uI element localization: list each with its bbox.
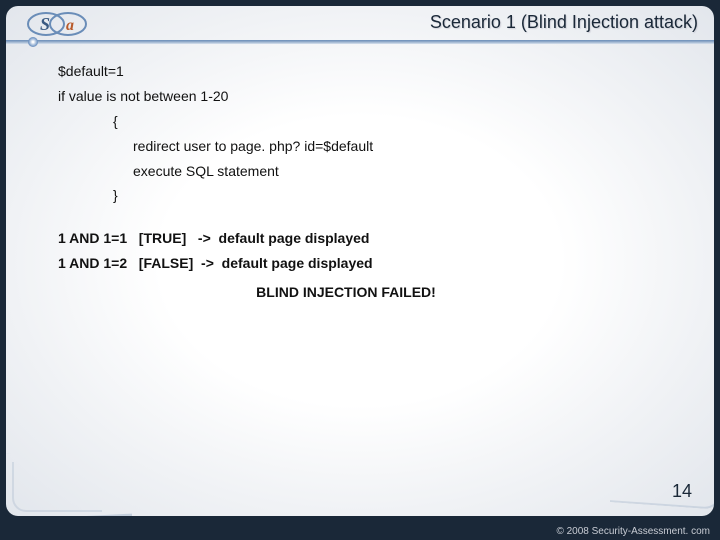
header-divider	[6, 40, 714, 44]
slide-title: Scenario 1 (Blind Injection attack)	[430, 12, 698, 33]
decorative-corner-bl	[6, 447, 132, 516]
code-line: if value is not between 1-20	[58, 87, 674, 106]
code-brace-close: }	[58, 186, 674, 205]
code-line: execute SQL statement	[58, 162, 674, 181]
result-code: 1 AND 1=2	[58, 255, 127, 271]
decorative-corner-br	[610, 452, 714, 510]
code-line: $default=1	[58, 62, 674, 81]
code-brace-open: {	[58, 112, 674, 131]
result-flag: [TRUE]	[139, 230, 186, 246]
result-text: default page displayed	[222, 255, 373, 271]
svg-text:S: S	[40, 14, 50, 34]
svg-text:a: a	[66, 17, 74, 34]
decorative-corner-bl-inner	[12, 462, 102, 512]
copyright-text: © 2008 Security-Assessment. com	[556, 526, 710, 537]
slide-body: S a Scenario 1 (Blind Injection attack) …	[6, 6, 714, 516]
page-number: 14	[672, 481, 692, 502]
result-line: 1 AND 1=2 [FALSE] -> default page displa…	[58, 254, 674, 273]
slide-content: $default=1 if value is not between 1-20 …	[58, 62, 674, 302]
result-arrow: ->	[201, 255, 214, 271]
logo-icon: S a	[26, 10, 96, 38]
fail-message: BLIND INJECTION FAILED!	[58, 283, 674, 302]
code-line: redirect user to page. php? id=$default	[58, 137, 674, 156]
slide-header: S a Scenario 1 (Blind Injection attack)	[6, 6, 714, 42]
result-line: 1 AND 1=1 [TRUE] -> default page display…	[58, 229, 674, 248]
result-text: default page displayed	[219, 230, 370, 246]
result-flag: [FALSE]	[139, 255, 193, 271]
outer-frame: S a Scenario 1 (Blind Injection attack) …	[2, 2, 718, 520]
result-block: 1 AND 1=1 [TRUE] -> default page display…	[58, 229, 674, 302]
result-arrow: ->	[198, 230, 211, 246]
result-code: 1 AND 1=1	[58, 230, 127, 246]
